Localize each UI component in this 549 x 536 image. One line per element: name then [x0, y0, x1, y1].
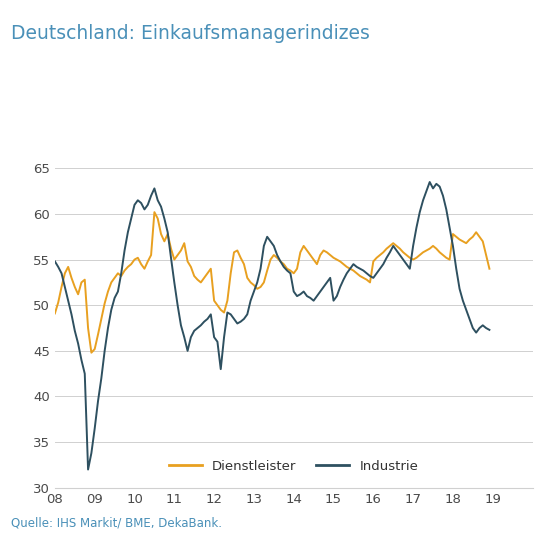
Legend: Dienstleister, Industrie: Dienstleister, Industrie: [164, 454, 424, 478]
Text: Deutschland: Einkaufsmanagerindizes: Deutschland: Einkaufsmanagerindizes: [11, 24, 370, 43]
Text: Quelle: IHS Markit/ BME, DekaBank.: Quelle: IHS Markit/ BME, DekaBank.: [11, 517, 222, 530]
